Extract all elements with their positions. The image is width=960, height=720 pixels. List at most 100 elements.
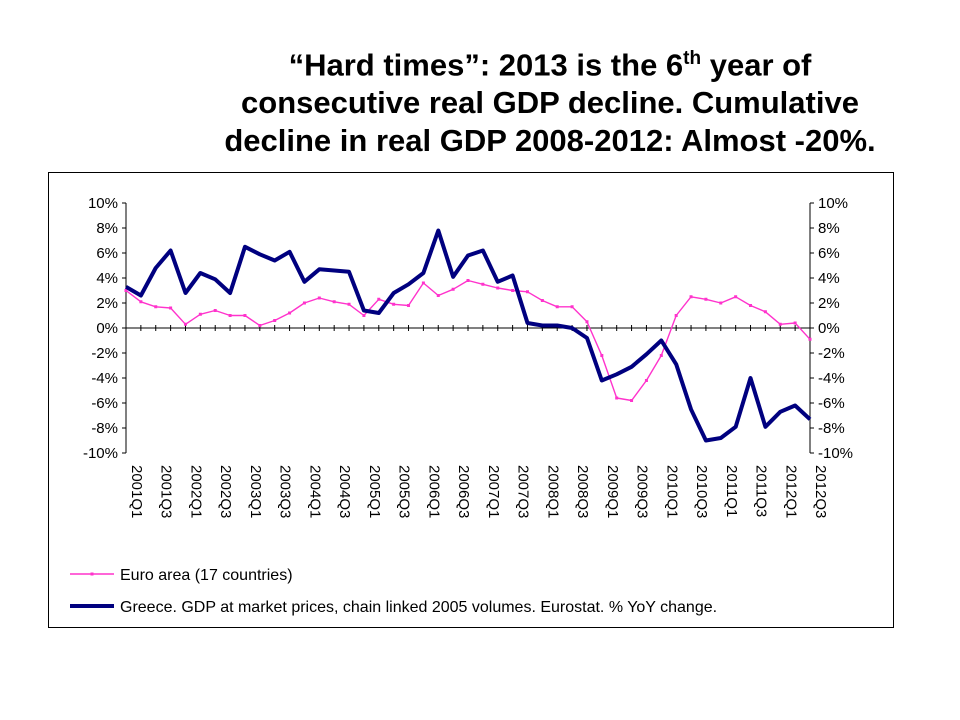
euro-area-point [436, 294, 440, 297]
euro-area-point [273, 319, 277, 322]
x-tick-label: 2009Q3 [634, 465, 651, 518]
title-line-1: “Hard times”: 2013 is the 6th year of [288, 47, 812, 83]
y-tick-label: -2% [91, 345, 118, 362]
euro-area-point [719, 301, 723, 305]
x-tick-label: 2001Q1 [128, 465, 145, 518]
y-tick-label: 4% [96, 270, 118, 287]
y2-tick-label: -10% [818, 445, 853, 462]
y2-tick-label: 2% [818, 295, 840, 312]
euro-area-point [674, 314, 678, 317]
euro-area-point [169, 306, 173, 310]
x-tick-label: 2003Q3 [277, 465, 294, 518]
x-tick-label: 2010Q1 [663, 465, 680, 518]
x-tick-label: 2008Q3 [574, 465, 591, 518]
chart-frame [48, 172, 894, 628]
legend-euro-label: Euro area (17 countries) [120, 567, 293, 584]
euro-area-point [198, 312, 202, 316]
euro-area-point [288, 311, 292, 315]
euro-area-point [228, 314, 232, 317]
euro-area-point [332, 300, 336, 304]
euro-area-point [540, 299, 544, 302]
euro-area-point [734, 295, 738, 299]
euro-area-point [600, 354, 604, 357]
euro-area-point [258, 324, 262, 327]
x-tick-label: 2010Q3 [693, 465, 710, 518]
euro-area-point [496, 286, 500, 290]
euro-area-point [644, 379, 648, 382]
y-tick-label: 8% [96, 220, 118, 237]
x-tick-label: 2004Q3 [336, 465, 353, 518]
x-tick-label: 2004Q1 [306, 465, 323, 518]
euro-area-point [317, 296, 321, 300]
y-tick-label: -6% [91, 395, 118, 412]
legend-euro-marker [90, 572, 94, 576]
y-tick-label: -8% [91, 420, 118, 437]
x-tick-label: 2007Q3 [515, 465, 532, 518]
y-tick-label: 2% [96, 295, 118, 312]
euro-area-point [555, 305, 559, 309]
euro-area-point [392, 302, 396, 306]
y2-tick-label: 4% [818, 270, 840, 287]
x-tick-label: 2003Q1 [247, 465, 264, 518]
x-tick-label: 2005Q1 [366, 465, 383, 518]
euro-area-point [481, 282, 485, 286]
y-tick-label: 6% [96, 245, 118, 262]
euro-area-point [377, 297, 381, 301]
y-tick-label: 0% [96, 320, 118, 337]
euro-area-point [689, 295, 693, 299]
x-tick-label: 2011Q1 [723, 465, 740, 517]
title-line-3: decline in real GDP 2008-2012: Almost -2… [224, 123, 876, 159]
euro-area-point [749, 304, 753, 307]
euro-area-point [451, 287, 455, 291]
y2-tick-label: -4% [818, 370, 845, 387]
euro-area-point [466, 279, 470, 282]
euro-area-point [154, 305, 158, 309]
euro-area-point [778, 322, 782, 326]
euro-area-point [615, 396, 619, 400]
euro-area-point [124, 289, 128, 292]
x-tick-label: 2009Q1 [604, 465, 621, 518]
euro-area-point [704, 297, 708, 301]
euro-area-point [793, 321, 797, 325]
y-tick-label: 10% [88, 195, 118, 212]
y2-tick-label: 10% [818, 195, 848, 212]
y2-tick-label: 0% [818, 320, 840, 337]
y-tick-label: -10% [83, 445, 118, 462]
euro-area-point [630, 399, 634, 402]
euro-area-point [183, 322, 187, 326]
y2-tick-label: 8% [818, 220, 840, 237]
y2-tick-label: -6% [818, 395, 845, 412]
y2-tick-label: -8% [818, 420, 845, 437]
x-tick-label: 2007Q1 [485, 465, 502, 518]
legend-greece-label: Greece. GDP at market prices, chain link… [120, 599, 717, 616]
x-tick-label: 2002Q1 [187, 465, 204, 518]
euro-area-point [585, 320, 589, 324]
euro-area-point [808, 337, 812, 341]
x-tick-label: 2006Q3 [455, 465, 472, 518]
euro-area-point [763, 310, 767, 314]
title-line-2: consecutive real GDP decline. Cumulative [241, 85, 859, 121]
y-tick-label: -4% [91, 370, 118, 387]
euro-area-point [407, 304, 411, 307]
x-tick-label: 2006Q1 [425, 465, 442, 518]
x-tick-label: 2011Q3 [753, 465, 770, 517]
euro-area-point [213, 309, 217, 312]
x-tick-label: 2012Q3 [812, 465, 829, 518]
x-tick-label: 2001Q3 [158, 465, 175, 518]
y2-tick-label: -2% [818, 345, 845, 362]
euro-area-point [243, 314, 247, 317]
euro-area-point [659, 354, 663, 357]
y2-tick-label: 6% [818, 245, 840, 262]
euro-area-point [362, 314, 366, 317]
x-tick-label: 2012Q1 [782, 465, 799, 518]
euro-area-point [302, 301, 306, 305]
euro-area-point [525, 290, 529, 294]
x-tick-label: 2008Q1 [544, 465, 561, 518]
x-tick-label: 2002Q3 [217, 465, 234, 518]
euro-area-point [511, 289, 515, 292]
euro-area-point [139, 300, 143, 304]
euro-area-point [570, 305, 574, 309]
euro-area-point [421, 281, 425, 285]
x-tick-label: 2005Q3 [396, 465, 413, 518]
